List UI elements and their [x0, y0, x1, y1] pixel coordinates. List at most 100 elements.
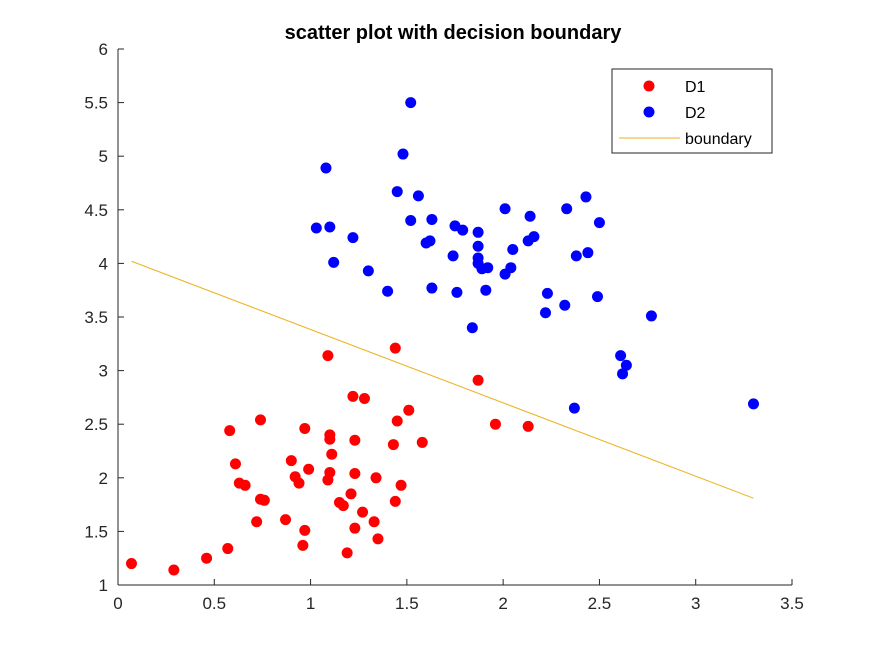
legend-label: D2 [685, 105, 706, 122]
x-tick-label: 3.5 [780, 594, 804, 613]
d2-point [472, 226, 484, 238]
d2-point [405, 97, 417, 109]
y-tick-label: 5 [99, 147, 108, 166]
d1-point [299, 524, 311, 536]
d1-point [387, 439, 399, 451]
x-tick-label: 3 [691, 594, 700, 613]
d1-point [391, 415, 403, 427]
d1-point [324, 429, 336, 441]
d2-point [472, 240, 484, 252]
d2-point [457, 224, 469, 236]
d1-point [389, 495, 401, 507]
d2-point [391, 186, 403, 198]
d2-point [592, 291, 604, 303]
d1-point [168, 564, 180, 576]
d1-point [522, 420, 534, 432]
x-tick-label: 2 [498, 594, 507, 613]
d1-point [222, 543, 234, 555]
d1-point [285, 455, 297, 467]
d2-point [617, 368, 629, 380]
d2-point [426, 213, 438, 225]
legend-label: boundary [685, 131, 752, 148]
d1-point [229, 458, 241, 470]
x-tick-label: 1.5 [395, 594, 419, 613]
d2-point [645, 310, 657, 322]
d2-point [541, 287, 553, 299]
d2-point [324, 221, 336, 233]
d2-point [466, 322, 478, 334]
d1-point [395, 479, 407, 491]
d2-point [582, 247, 594, 259]
y-tick-label: 3.5 [84, 308, 108, 327]
d1-point [322, 350, 334, 362]
boundary-line [131, 260, 754, 499]
y-tick-label: 1 [99, 576, 108, 595]
d1-point [349, 522, 361, 534]
d1-point [472, 374, 484, 386]
d2-point [412, 190, 424, 202]
legend: D1 D2 boundary [611, 68, 773, 154]
x-tick-label: 0.5 [202, 594, 226, 613]
d2-point [480, 284, 492, 296]
d1-point [258, 494, 270, 506]
d1-point [299, 422, 311, 434]
d2-point [447, 250, 459, 262]
d2-point [320, 162, 332, 174]
d2-point [615, 350, 627, 362]
d2-point [580, 191, 592, 203]
d2-point [451, 286, 463, 298]
d2-point [620, 359, 632, 371]
d2-point [561, 203, 573, 215]
d1-point [251, 516, 263, 528]
d1-point [347, 390, 359, 402]
d1-point [370, 472, 382, 484]
d2-point [528, 231, 540, 243]
d2-point [568, 402, 580, 414]
x-tick-label: 2.5 [588, 594, 612, 613]
d2-point [424, 235, 436, 247]
d1-point [239, 479, 251, 491]
d2-point [310, 222, 322, 234]
d1-point [349, 434, 361, 446]
d2-point [382, 285, 394, 297]
legend-label: D1 [685, 79, 706, 96]
d1-point [341, 547, 353, 559]
d2-point [524, 210, 536, 222]
d2-point [405, 215, 417, 227]
plot-area [125, 97, 759, 576]
d2-point [499, 203, 511, 215]
d1-point [389, 342, 401, 354]
d1-point [293, 477, 305, 489]
d1-point [224, 425, 236, 437]
x-tick-label: 0 [113, 594, 122, 613]
d2-point [328, 256, 340, 268]
d2-point [505, 262, 517, 274]
d1-point [337, 500, 349, 512]
d2-point [540, 307, 552, 319]
d1-point [368, 516, 380, 528]
d1-point [357, 506, 369, 518]
d2-point [347, 232, 359, 244]
y-tick-label: 4 [99, 254, 108, 273]
y-tick-label: 3 [99, 362, 108, 381]
d1-point [303, 463, 315, 475]
d2-point [362, 265, 374, 277]
y-tick-label: 2.5 [84, 415, 108, 434]
d1-point [326, 448, 338, 460]
d1-point [255, 414, 267, 426]
axes: 0 0.5 1 1.5 2 2.5 3 3.5 1 1.5 2 2.5 3 3.5 4 4.5 5 5.5 6 [84, 40, 803, 613]
d1-point [201, 552, 213, 564]
y-tick-label: 6 [99, 40, 108, 59]
d1-point [280, 514, 292, 526]
chart-title: scatter plot with decision boundary [285, 22, 623, 44]
y-tick-label: 2 [99, 469, 108, 488]
d1-point [358, 392, 370, 404]
d2-point [482, 262, 494, 274]
d1-point [324, 466, 336, 478]
y-tick-label: 1.5 [84, 522, 108, 541]
d1-point [345, 488, 357, 500]
legend-point-marker [643, 106, 655, 118]
d2-point [397, 148, 409, 160]
legend-point-marker [643, 80, 655, 92]
